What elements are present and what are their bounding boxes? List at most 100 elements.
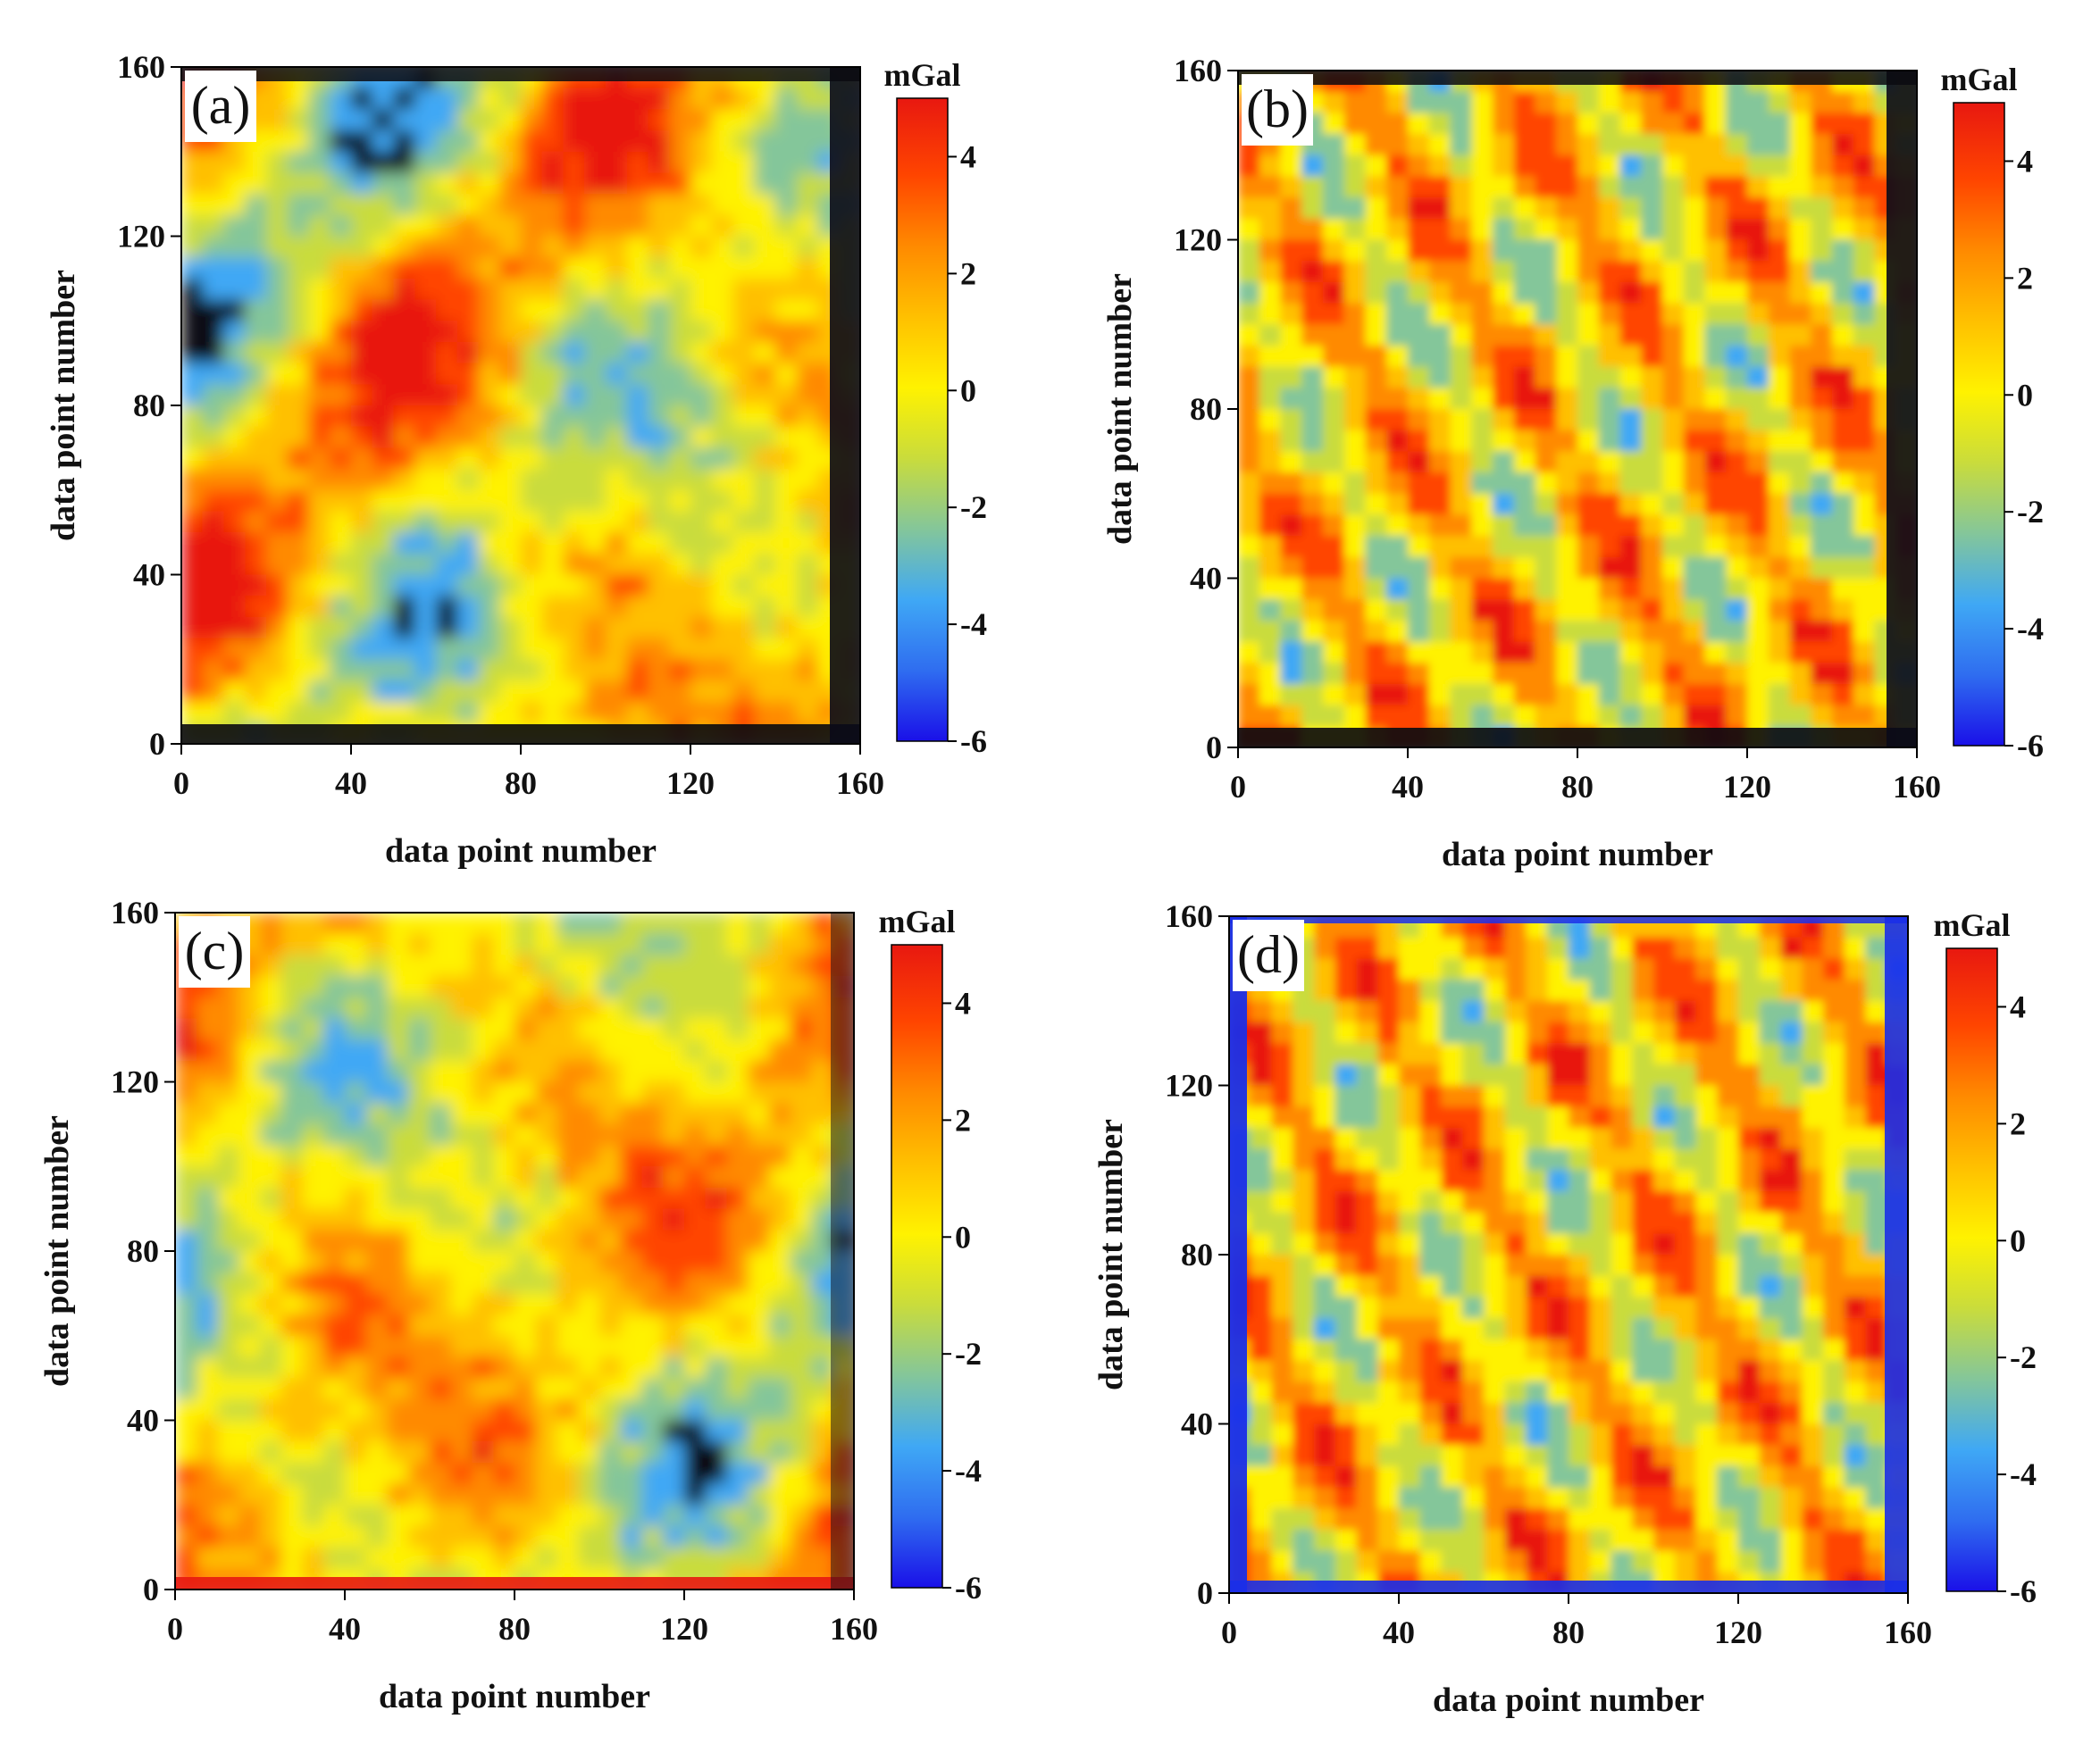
heatmap-cell [711,151,734,174]
heatmap-cell [1259,409,1282,431]
heatmap-cell [811,1505,834,1528]
heatmap-cell [1747,218,1770,241]
heatmap-cell [1271,1190,1294,1214]
heatmap-cell [414,574,438,597]
heatmap-cell [811,1356,834,1380]
heatmap-cell [578,1272,601,1295]
heatmap-cell [202,384,225,407]
heatmap-cell [1589,1064,1612,1087]
heatmap-cell [1695,1275,1719,1298]
heatmap-cell [1780,1000,1803,1023]
heatmap-cell [1726,472,1749,495]
heatmap-cell [1589,1339,1612,1362]
heatmap-cell [775,638,798,661]
heatmap-cell [260,1547,282,1570]
heatmap-cell [541,109,565,132]
heatmap-cell [202,553,225,576]
heatmap-cell [436,426,458,449]
heatmap-cell [1589,1550,1612,1573]
heatmap-cell [472,1251,495,1273]
heatmap-cell [1695,1423,1719,1447]
heatmap-cell [535,1187,558,1210]
heatmap-cell [450,1547,473,1570]
heatmap-cell [1768,493,1791,516]
heatmap-cell [308,236,331,259]
heatmap-cell [1250,1508,1273,1531]
y-tick-label: 0 [1197,1575,1213,1611]
heatmap-cell [584,109,607,132]
heatmap-cell [1493,303,1515,326]
heatmap-cell [626,236,649,259]
heatmap-cell [478,384,501,407]
heatmap-cell [1334,937,1358,960]
heatmap-cell [1823,1106,1845,1130]
heatmap-cell [1632,1423,1655,1447]
heatmap-cell [1259,472,1282,495]
x-tick-label: 160 [1884,1615,1932,1650]
heatmap-cell [472,1314,495,1337]
heatmap-cell [620,1547,643,1570]
heatmap-cell [1865,1445,1888,1468]
heatmap-cell [606,194,628,217]
heatmap-cell [1747,472,1770,495]
heatmap-cell [351,257,373,280]
heatmap-cell [408,1314,431,1337]
heatmap-cell [1484,1275,1506,1298]
heatmap-cell [1462,1445,1485,1468]
colorbar-tick-label: 2 [960,255,976,291]
heatmap-cell [245,257,268,280]
heatmap-cell [223,172,247,196]
heatmap-cell [1641,113,1664,136]
heatmap-cell [1726,556,1749,580]
heatmap-cell [521,321,543,344]
heatmap-cell [626,384,649,407]
heatmap-cell [1738,1043,1761,1066]
heatmap-cell [217,1208,240,1231]
heatmap-cell [196,1208,219,1231]
heatmap-cell [663,1145,686,1168]
heatmap-cell [620,997,643,1020]
heatmap-cell [1823,1043,1845,1066]
heatmap-cell [1619,218,1643,241]
heatmap-cell [1493,176,1515,199]
heatmap-cell [202,341,225,364]
heatmap-cell [436,88,458,111]
heatmap-cell [1598,578,1621,601]
heatmap-cell [748,1208,771,1231]
colorbar-tick-label: -6 [2010,1573,2037,1609]
heatmap-cell [811,997,834,1020]
heatmap-cell [1717,1064,1740,1087]
heatmap-cell [726,1525,749,1548]
heatmap-cell [1853,472,1876,495]
heatmap-cell [515,1166,537,1189]
heatmap-cell [1259,324,1282,347]
heatmap-cell [599,997,622,1020]
heatmap-cell [626,405,649,428]
heatmap-cell [1844,1148,1867,1172]
x-tick-label: 0 [173,765,189,801]
heatmap-cell [541,236,565,259]
heatmap-cell [541,511,565,534]
heatmap-cell [308,341,331,364]
heatmap-cell [1802,1106,1825,1130]
heatmap-cell [260,913,282,935]
heatmap-cell [521,532,543,555]
heatmap-cell [1547,1360,1570,1383]
heatmap-cell [1428,493,1452,516]
heatmap-cell [790,1145,813,1168]
heatmap-cell [430,1230,452,1253]
heatmap-cell [1526,1465,1549,1489]
heatmap-cell [748,1123,771,1147]
heatmap-cell [1780,1022,1803,1045]
heatmap-cell [1717,1233,1740,1256]
heatmap-cell [245,596,268,619]
heatmap-cell [472,1441,495,1464]
heatmap-cell [499,236,523,259]
heatmap-cell [1408,176,1430,199]
heatmap-cell [626,278,649,301]
heatmap-cell [775,405,798,428]
heatmap-cell [1653,1255,1676,1277]
heatmap-cell [1356,937,1379,960]
heatmap-cell [1526,1043,1549,1066]
heatmap-cell [1865,1190,1888,1214]
